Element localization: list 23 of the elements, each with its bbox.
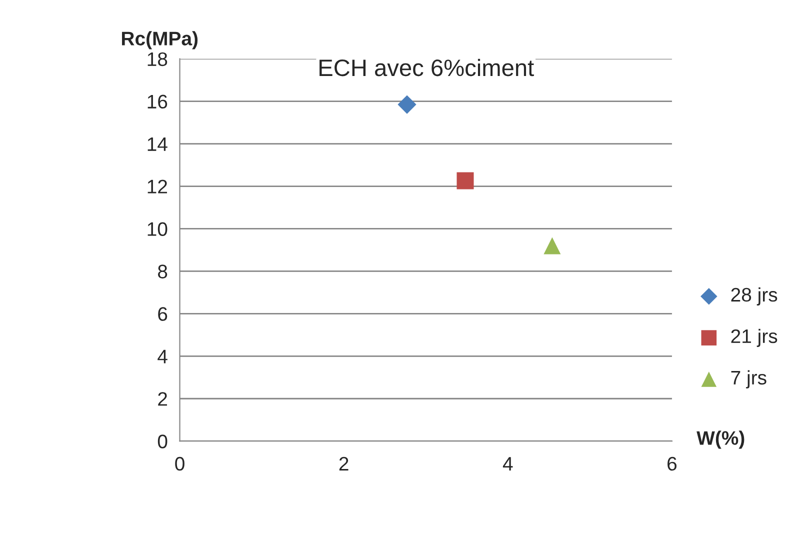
point	[544, 237, 561, 254]
y-tick-label: 0	[158, 434, 168, 448]
x-tick-label: 4	[502, 457, 513, 470]
x-tick-label: 2	[339, 456, 348, 470]
y-tick-label: 2	[158, 392, 167, 406]
point	[456, 172, 474, 190]
legend-label: 28 jrs	[731, 287, 778, 306]
y-tick-label: 6	[158, 307, 168, 321]
point	[398, 95, 416, 114]
x-tick-label: 0	[175, 456, 184, 471]
x-axis-title: W(%)	[696, 430, 744, 449]
y-axis-title: Rc(MPa)	[122, 31, 198, 50]
y-tick-label: 8	[158, 264, 168, 278]
y-tick-label: 14	[148, 137, 168, 151]
y-tick-label: 10	[148, 222, 168, 236]
chart-title: ECH avec 6%ciment	[320, 58, 534, 76]
legend-label: 7 jrs	[731, 370, 766, 388]
y-tick-label: 16	[148, 94, 168, 109]
y-tick-label: 4	[158, 350, 168, 364]
y-tick-label: 12	[148, 180, 167, 194]
x-tick-label: 6	[668, 456, 677, 471]
legend-label: 21 jrs	[731, 328, 778, 347]
y-tick-label: 18	[148, 52, 168, 66]
